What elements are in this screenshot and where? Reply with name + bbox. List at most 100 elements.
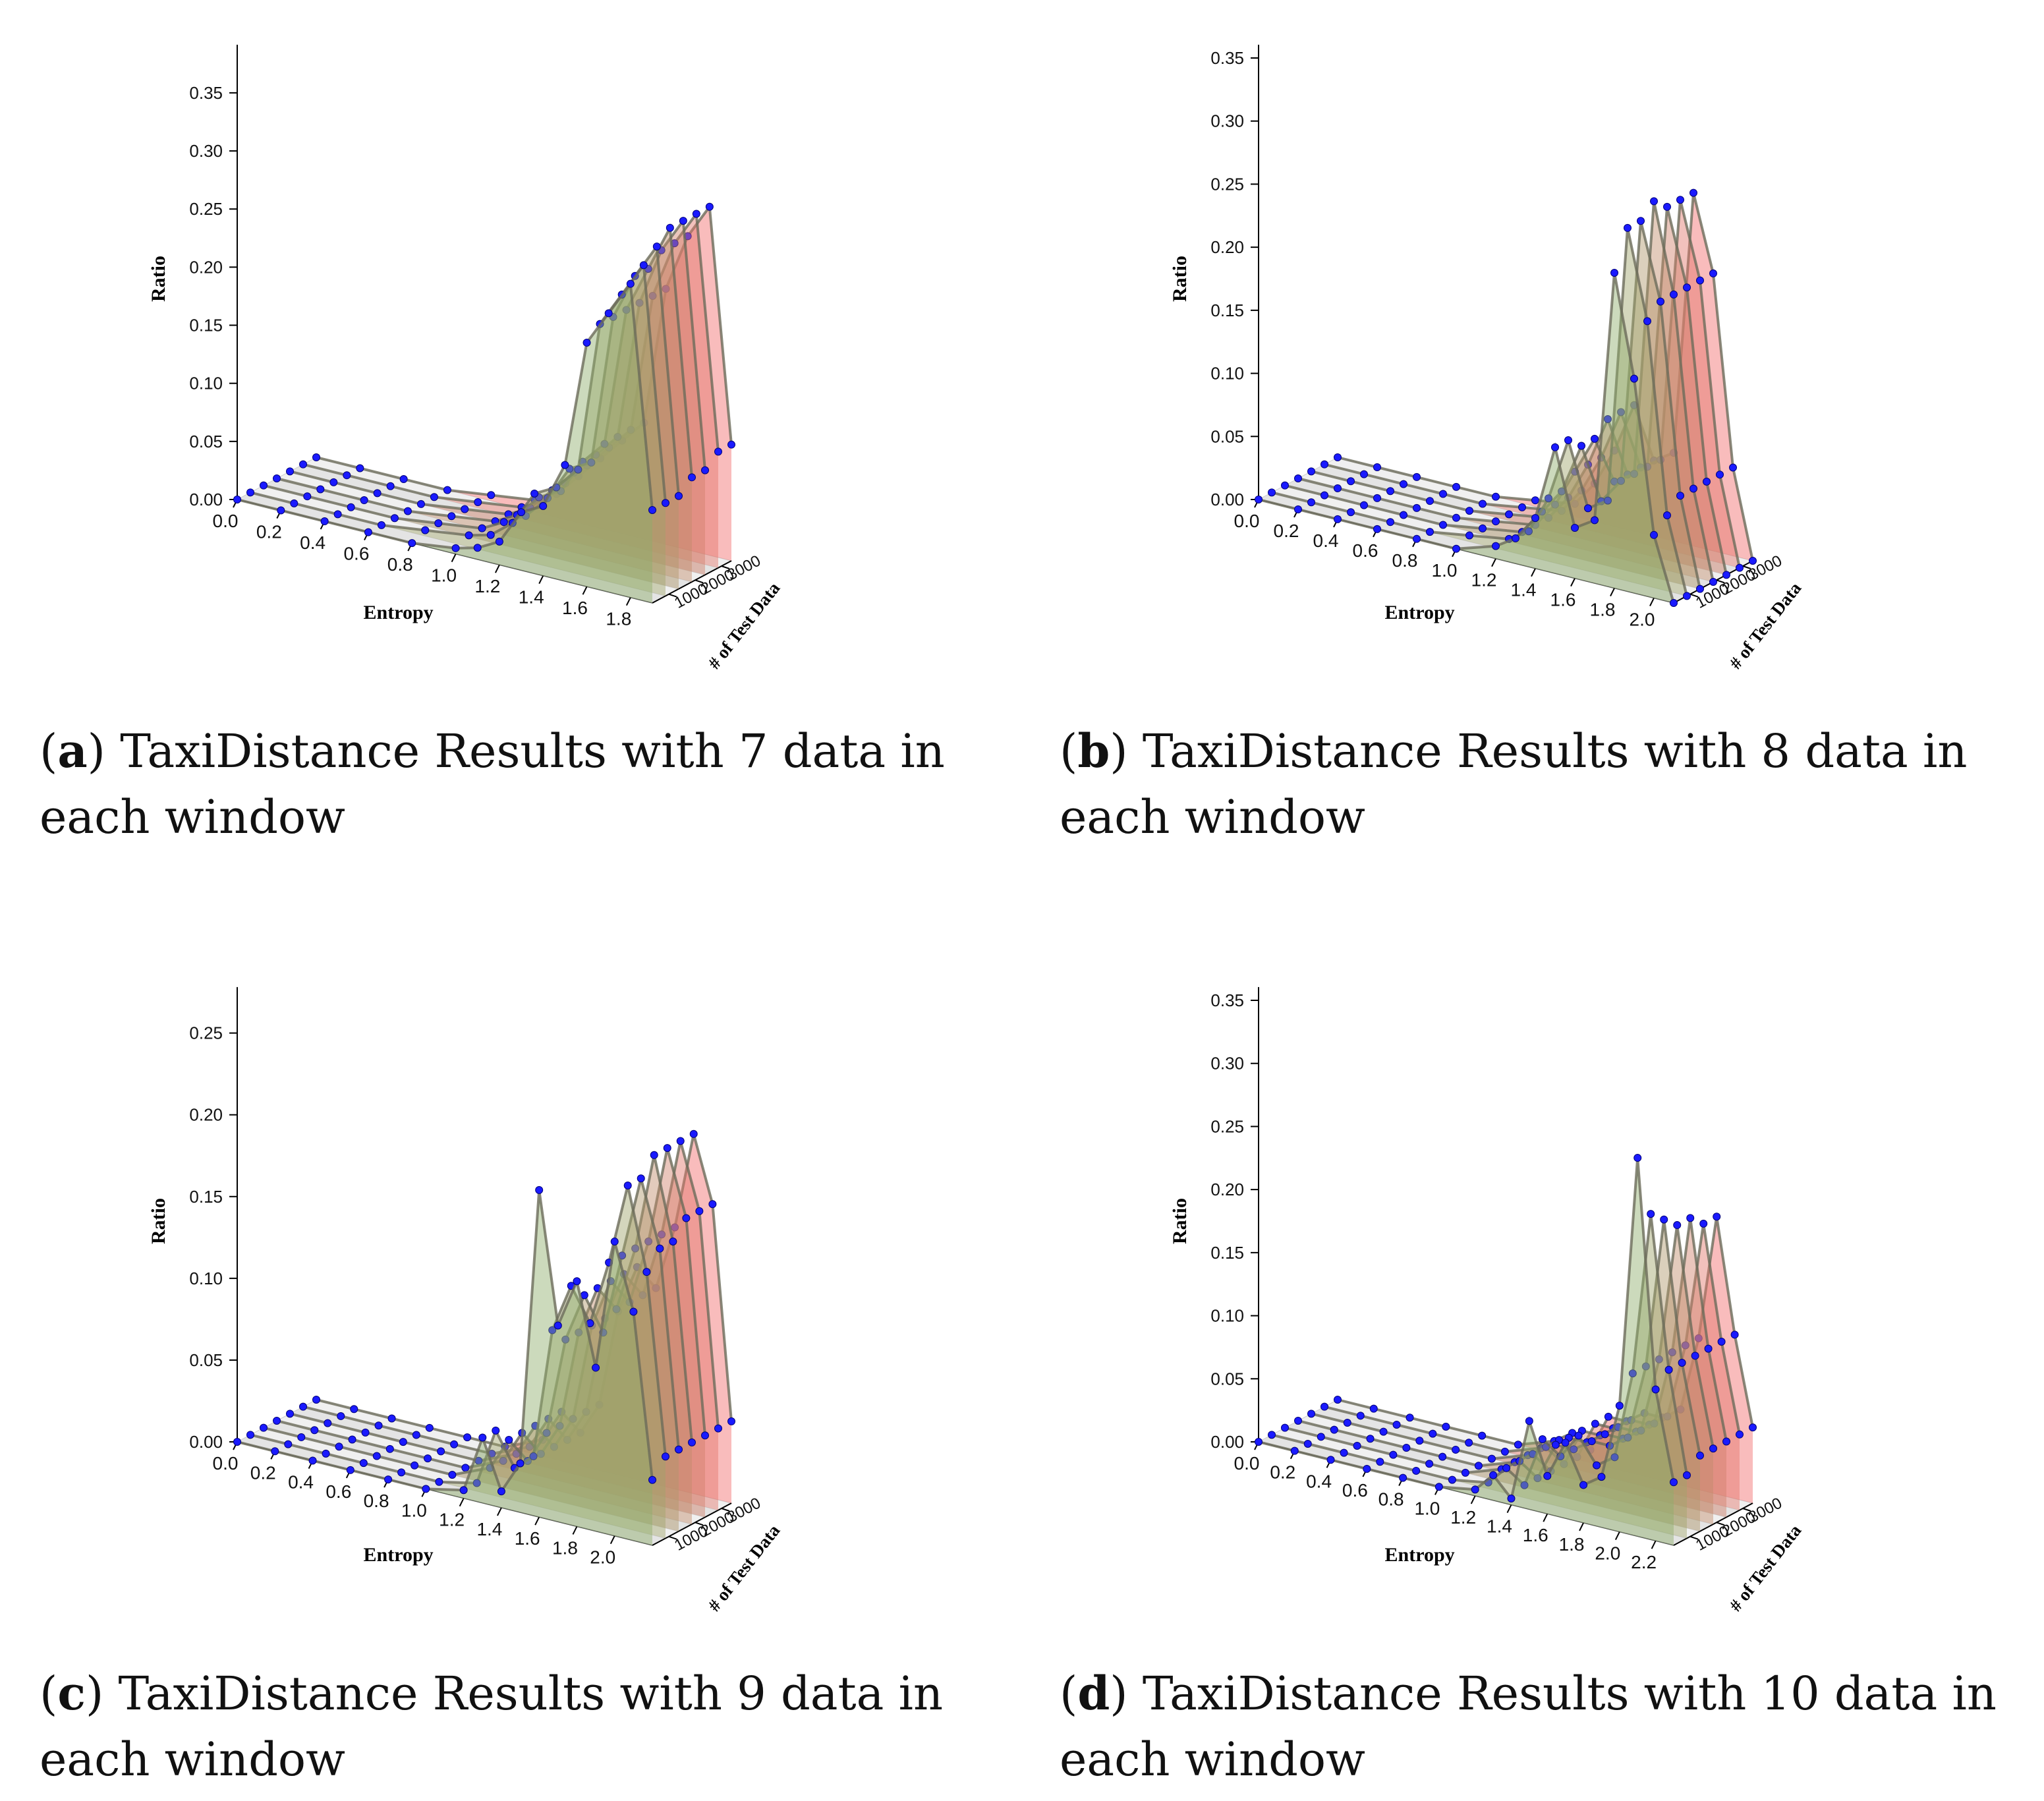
data-point	[486, 530, 495, 539]
series-area	[277, 227, 692, 582]
data-point	[1689, 188, 1697, 197]
data-point	[1507, 1494, 1516, 1502]
series-area	[237, 283, 652, 603]
data-point	[1650, 197, 1658, 206]
data-point	[273, 1417, 281, 1425]
data-point	[1538, 1435, 1547, 1444]
ratio-tick-label: 0.15	[189, 1187, 223, 1207]
data-point	[277, 506, 285, 515]
depth-tick	[721, 1508, 730, 1512]
ratio-tick-label: 0.00	[189, 1432, 223, 1452]
data-point	[1676, 492, 1684, 500]
data-point	[1650, 1419, 1659, 1428]
data-point	[497, 1487, 505, 1496]
data-point	[1551, 443, 1559, 451]
data-point	[569, 1415, 577, 1423]
data-point	[386, 482, 395, 490]
data-point	[1386, 487, 1394, 496]
entropy-tick	[495, 564, 500, 573]
data-point	[1628, 1369, 1637, 1378]
data-point	[463, 1433, 472, 1442]
data-point	[356, 464, 364, 472]
data-point	[1525, 527, 1533, 536]
entropy-tick	[451, 554, 457, 563]
data-point	[448, 1471, 457, 1479]
series-area	[237, 1189, 652, 1545]
data-point	[600, 440, 609, 448]
entropy-tick-label: 1.6	[1523, 1525, 1548, 1545]
ratio-tick-label: 0.25	[1210, 1116, 1244, 1136]
ratio-tick-label: 0.10	[1210, 364, 1244, 384]
data-point	[1353, 1441, 1361, 1450]
data-point	[1691, 1352, 1699, 1360]
data-point	[359, 1459, 368, 1468]
series-area	[264, 246, 679, 589]
entropy-tick-label: 0.4	[288, 1472, 314, 1493]
data-point	[658, 1230, 666, 1239]
ratio-tick-label: 0.20	[189, 1105, 223, 1125]
data-point	[1615, 1402, 1624, 1410]
data-point	[397, 1468, 406, 1477]
data-point	[1637, 217, 1645, 225]
series-area	[250, 265, 666, 596]
data-point	[1307, 467, 1315, 476]
data-point	[364, 528, 372, 536]
data-point	[424, 1454, 432, 1463]
data-point	[1307, 498, 1315, 507]
data-point	[631, 1244, 640, 1253]
entropy-tick-label: 1.0	[431, 565, 457, 586]
depth-tick	[1742, 565, 1751, 569]
data-point	[1722, 571, 1730, 579]
data-point	[1478, 1431, 1487, 1440]
data-point	[582, 338, 591, 347]
data-point	[1373, 494, 1381, 502]
data-point	[1294, 1417, 1302, 1425]
data-point	[1630, 470, 1638, 478]
ratio-tick-label: 0.25	[1210, 174, 1244, 194]
series-line	[1258, 272, 1675, 604]
ratio-axis-title: Ratio	[148, 256, 169, 302]
data-point	[576, 1429, 584, 1437]
data-point	[1571, 500, 1579, 508]
chart-a: 0.000.050.100.150.200.250.300.35Ratio0.0…	[148, 44, 784, 673]
data-point	[1593, 1461, 1601, 1470]
entropy-tick-label: 0.8	[387, 554, 413, 575]
data-point	[1647, 1210, 1655, 1218]
data-point	[361, 1428, 370, 1437]
data-point	[1452, 482, 1460, 491]
data-point	[1334, 484, 1342, 492]
data-point	[322, 1449, 330, 1458]
data-point	[1663, 202, 1671, 211]
data-point	[1641, 1362, 1650, 1371]
ratio-tick-label: 0.25	[189, 199, 223, 219]
data-point	[412, 1431, 420, 1439]
data-point	[675, 1445, 683, 1454]
data-point	[1479, 500, 1487, 508]
ratio-tick-label: 0.30	[189, 141, 223, 161]
data-point	[447, 512, 456, 521]
ratio-tick-label: 0.10	[1210, 1306, 1244, 1326]
ratio-axis-title: Ratio	[1169, 256, 1191, 302]
data-point	[1696, 276, 1704, 285]
entropy-tick-label: 2.2	[1631, 1552, 1657, 1572]
data-point	[390, 514, 399, 523]
data-point	[1694, 1334, 1703, 1342]
data-point	[1633, 1154, 1642, 1162]
entropy-tick-label: 1.6	[1550, 590, 1576, 610]
data-point	[555, 1421, 564, 1430]
data-point	[648, 291, 657, 300]
ratio-tick-label: 0.20	[189, 257, 223, 277]
entropy-tick	[1470, 1495, 1476, 1504]
data-point	[695, 1207, 704, 1215]
caption-text-c: TaxiDistance Results with 9 data in each…	[40, 1667, 944, 1787]
entropy-tick	[1649, 598, 1655, 606]
data-point	[587, 458, 596, 467]
entropy-tick-label: 1.0	[1432, 560, 1458, 581]
data-point	[308, 1456, 317, 1465]
data-point	[399, 1438, 407, 1446]
series-line	[1258, 1157, 1675, 1502]
data-point	[333, 510, 342, 519]
data-point	[639, 1291, 647, 1300]
data-point	[1294, 474, 1302, 482]
data-point	[1604, 415, 1612, 424]
